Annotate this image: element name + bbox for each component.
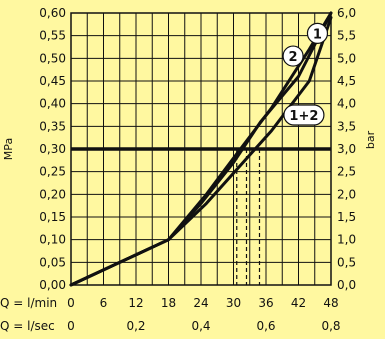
y-tick-label-right: 5,0: [337, 51, 356, 65]
series-label-badge: [306, 22, 329, 44]
x-tick-label: 6: [100, 296, 108, 310]
y-tick-label-left: 0,35: [39, 119, 66, 133]
series-label: 1: [313, 27, 322, 42]
y-tick-label-right: 1,0: [337, 233, 356, 247]
y-tick-label-left: 0,30: [39, 142, 66, 156]
x-tick-label: 12: [128, 296, 143, 310]
x-tick-label: 30: [226, 296, 241, 310]
series-label: 1+2: [289, 109, 318, 124]
x-tick-label: 18: [161, 296, 176, 310]
y-tick-label-right: 4,5: [337, 74, 356, 88]
series-label-badge: [283, 104, 325, 126]
x-tick-label: 0,4: [191, 319, 210, 333]
series-label: 2: [289, 50, 298, 65]
y-tick-label-left: 0,40: [39, 97, 66, 111]
x-tick-label: 42: [291, 296, 306, 310]
y-tick-label-right: 6,0: [337, 6, 356, 20]
y-tick-label-left: 0,50: [39, 51, 66, 65]
x-tick-label: 0,2: [126, 319, 145, 333]
y-tick-label-left: 0,55: [39, 29, 66, 43]
x-tick-label: 0: [67, 296, 75, 310]
y-tick-label-right: 0,0: [337, 278, 356, 292]
x-tick-label: 0,6: [256, 319, 275, 333]
x-axis-row-label: Q = l/sec: [0, 319, 55, 333]
x-tick-label: 0,8: [321, 319, 340, 333]
y-tick-label-left: 0,10: [39, 233, 66, 247]
y-tick-label-left: 0,25: [39, 165, 66, 179]
y-tick-label-right: 5,5: [337, 29, 356, 43]
y-tick-label-right: 3,5: [337, 119, 356, 133]
y-axis-title-right: bar: [364, 130, 377, 149]
y-tick-label-right: 0,5: [337, 255, 356, 269]
y-tick-label-right: 4,0: [337, 97, 356, 111]
series-label-badge: [282, 45, 304, 67]
y-tick-label-left: 0,45: [39, 74, 66, 88]
y-tick-label-left: 0,60: [39, 6, 66, 20]
y-tick-label-left: 0,00: [39, 278, 66, 292]
x-tick-label: 36: [258, 296, 273, 310]
x-tick-label: 48: [323, 296, 338, 310]
y-tick-label-right: 2,5: [337, 165, 356, 179]
y-tick-label-right: 1,5: [337, 210, 356, 224]
y-tick-label-right: 3,0: [337, 142, 356, 156]
y-axis-title-left: MPa: [2, 138, 15, 160]
series-line-1plus2: [69, 16, 333, 287]
y-tick-label-right: 2,0: [337, 187, 356, 201]
x-tick-label: 24: [193, 296, 208, 310]
x-axis-row-label: Q = l/min: [0, 296, 57, 310]
y-tick-label-left: 0,05: [39, 255, 66, 269]
x-tick-label: 0: [67, 319, 75, 333]
y-tick-label-left: 0,15: [39, 210, 66, 224]
y-tick-label-left: 0,20: [39, 187, 66, 201]
